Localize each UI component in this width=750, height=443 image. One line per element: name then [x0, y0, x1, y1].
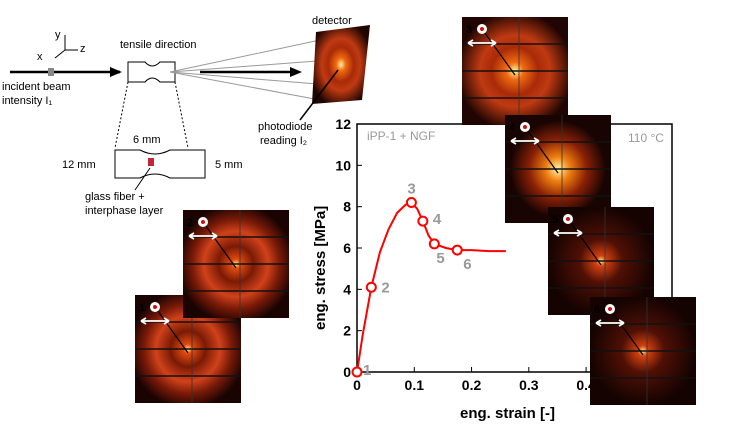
- y-axis-title: eng. stress [MPa]: [312, 206, 329, 330]
- beam-marker-dot: [608, 307, 612, 311]
- axis-y: y: [55, 29, 61, 41]
- y-tick-label: 6: [343, 240, 351, 256]
- marker: [428, 238, 440, 250]
- y-tick-label: 2: [343, 323, 351, 339]
- y-tick-label: 8: [343, 199, 351, 215]
- pointer: [481, 28, 516, 76]
- point-label: 5: [436, 250, 444, 267]
- dim-12: 12 mm: [62, 159, 96, 171]
- x-axis-title: eng. strain [-]: [460, 405, 555, 422]
- fiber-label: interphase layer: [85, 205, 164, 217]
- tensile-label: tensile direction: [120, 39, 196, 51]
- point-label: 4: [433, 211, 442, 228]
- beam-marker-dot: [523, 125, 527, 129]
- x-tick-label: 0: [353, 377, 361, 393]
- annotation: 110 °C: [628, 131, 664, 145]
- point-label: 3: [407, 181, 415, 198]
- photodiode-label: photodiode: [258, 121, 312, 133]
- beam-marker-dot: [480, 27, 484, 31]
- tensile-arrow: [188, 232, 218, 240]
- panel-number: 3: [466, 24, 472, 36]
- annotation: iPP-1 + NGF: [367, 129, 435, 143]
- axis-x: x: [37, 51, 43, 63]
- photodiode-label: reading I₂: [260, 135, 307, 147]
- panel-number: 2: [187, 217, 193, 229]
- tensile-arrow: [467, 39, 497, 47]
- marker: [417, 215, 429, 227]
- schematic: y z x incident beam intensity I₁ tensile…: [2, 15, 370, 217]
- pointer: [609, 308, 644, 356]
- point-label: 1: [363, 362, 371, 379]
- marker: [405, 197, 417, 209]
- panel-number: 5: [552, 214, 558, 226]
- incident-label: intensity I₁: [2, 95, 52, 107]
- marker: [365, 281, 377, 293]
- panel-number: 4: [509, 122, 516, 134]
- pointer: [524, 126, 559, 174]
- panel-number: 1: [139, 302, 145, 314]
- incident-label: incident beam: [2, 81, 71, 93]
- x-tick-label: 0.1: [405, 377, 425, 393]
- marker: [351, 366, 363, 378]
- tensile-arrow: [595, 319, 625, 327]
- beam-marker-dot: [153, 305, 157, 309]
- y-tick-label: 4: [343, 281, 351, 297]
- axis-z: z: [80, 43, 86, 55]
- pointer: [154, 306, 189, 354]
- beam-marker-dot: [201, 220, 205, 224]
- tensile-arrow: [510, 137, 540, 145]
- pointer: [567, 218, 602, 266]
- y-tick-label: 10: [335, 157, 351, 173]
- beam-marker-dot: [566, 217, 570, 221]
- marker: [451, 244, 463, 256]
- pointer: [202, 221, 237, 269]
- dim-5: 5 mm: [215, 159, 243, 171]
- stress-strain-curve: [356, 201, 506, 373]
- fiber-label: glass fiber +: [85, 191, 145, 203]
- y-tick-label: 12: [335, 116, 351, 132]
- chart: iPP-1 + NGF 110 °C eng. strain [-] eng. …: [312, 116, 673, 422]
- dim-6: 6 mm: [133, 134, 161, 146]
- x-tick-label: 0.3: [519, 377, 539, 393]
- panel-number: 6: [594, 304, 600, 316]
- point-label: 6: [463, 256, 471, 273]
- tensile-arrow: [140, 317, 170, 325]
- point-label: 2: [381, 279, 389, 296]
- x-tick-label: 0.2: [462, 377, 482, 393]
- detector-label: detector: [312, 15, 352, 27]
- y-tick-label: 0: [343, 364, 351, 380]
- tensile-arrow: [553, 229, 583, 237]
